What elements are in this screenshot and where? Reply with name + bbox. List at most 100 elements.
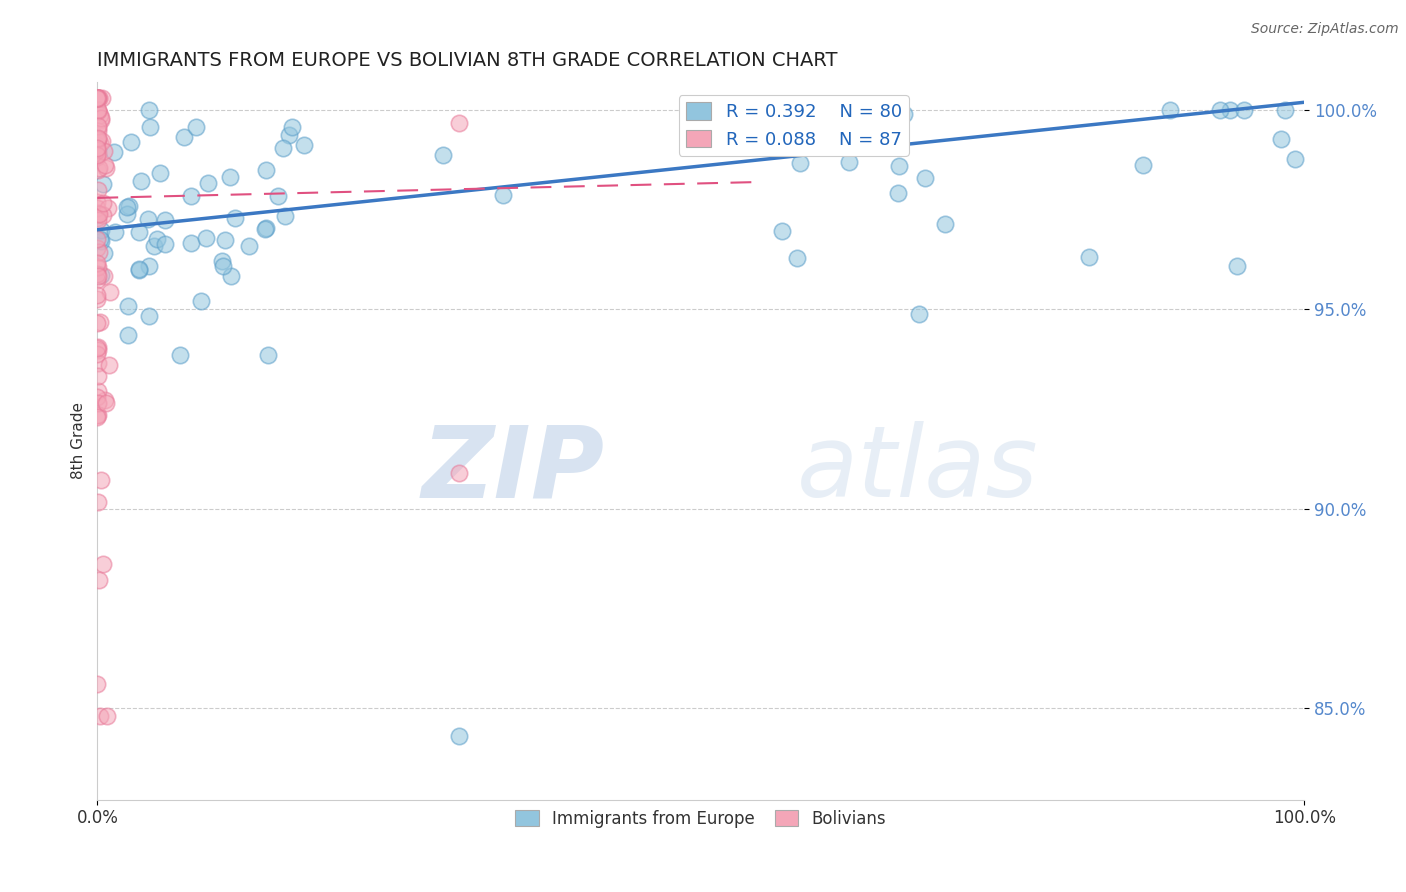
Point: [86, 232, 108, 246]
Point: [93, 268, 115, 283]
Point: [214, 233, 236, 247]
Point: [86, 267, 108, 281]
Point: [104, 225, 127, 239]
Point: [146, 232, 169, 246]
Point: [94, 392, 117, 407]
Point: [86, 343, 108, 358]
Point: [219, 170, 242, 185]
Point: [86, 104, 108, 119]
Point: [1132, 158, 1154, 172]
Point: [91, 558, 114, 572]
Point: [128, 262, 150, 277]
Point: [759, 114, 782, 128]
Point: [90, 223, 112, 237]
Point: [86, 91, 108, 105]
Point: [86, 91, 108, 105]
Point: [86, 123, 108, 137]
Point: [238, 239, 260, 253]
Point: [87, 574, 110, 588]
Point: [87, 269, 110, 284]
Point: [94, 158, 117, 172]
Point: [86, 138, 108, 153]
Point: [91, 208, 114, 222]
Point: [770, 224, 793, 238]
Point: [1270, 132, 1292, 146]
Point: [86, 256, 108, 270]
Point: [721, 103, 744, 118]
Point: [86, 211, 108, 226]
Point: [492, 187, 515, 202]
Point: [87, 131, 110, 145]
Point: [138, 103, 160, 118]
Point: [254, 163, 277, 178]
Point: [1274, 103, 1296, 118]
Point: [87, 495, 110, 509]
Point: [89, 315, 111, 329]
Point: [87, 91, 110, 105]
Point: [86, 340, 108, 354]
Point: [86, 147, 108, 161]
Point: [257, 348, 280, 362]
Point: [87, 91, 110, 105]
Point: [725, 106, 748, 120]
Point: [1159, 103, 1181, 118]
Point: [89, 161, 111, 175]
Point: [789, 156, 811, 170]
Point: [89, 244, 111, 259]
Point: [211, 254, 233, 268]
Point: [889, 159, 911, 173]
Point: [180, 236, 202, 251]
Point: [118, 199, 141, 213]
Point: [129, 174, 152, 188]
Point: [93, 246, 115, 260]
Point: [1209, 103, 1232, 118]
Point: [86, 410, 108, 425]
Point: [87, 408, 110, 422]
Point: [94, 161, 117, 175]
Point: [86, 260, 108, 274]
Point: [98, 285, 121, 299]
Point: [253, 222, 276, 236]
Point: [86, 104, 108, 119]
Point: [86, 143, 108, 157]
Point: [117, 327, 139, 342]
Point: [86, 91, 108, 105]
Point: [86, 201, 108, 215]
Point: [914, 171, 936, 186]
Point: [138, 259, 160, 273]
Point: [103, 145, 125, 159]
Point: [86, 133, 108, 147]
Point: [86, 287, 108, 301]
Point: [281, 120, 304, 135]
Point: [149, 165, 172, 179]
Point: [86, 342, 108, 356]
Point: [86, 103, 108, 118]
Point: [277, 128, 299, 142]
Point: [184, 120, 207, 134]
Point: [87, 145, 110, 160]
Point: [115, 201, 138, 215]
Point: [86, 212, 108, 227]
Point: [887, 186, 910, 200]
Point: [138, 309, 160, 323]
Point: [87, 120, 110, 135]
Point: [1219, 103, 1241, 118]
Point: [197, 176, 219, 190]
Point: [194, 231, 217, 245]
Point: [219, 269, 242, 284]
Point: [117, 299, 139, 313]
Point: [86, 91, 108, 105]
Point: [86, 194, 108, 209]
Point: [90, 268, 112, 282]
Point: [86, 408, 108, 422]
Text: Source: ZipAtlas.com: Source: ZipAtlas.com: [1251, 22, 1399, 37]
Point: [90, 134, 112, 148]
Point: [89, 136, 111, 151]
Point: [869, 103, 891, 118]
Point: [117, 207, 139, 221]
Point: [128, 225, 150, 239]
Point: [86, 292, 108, 306]
Point: [1284, 152, 1306, 166]
Point: [86, 206, 108, 220]
Point: [1078, 250, 1101, 264]
